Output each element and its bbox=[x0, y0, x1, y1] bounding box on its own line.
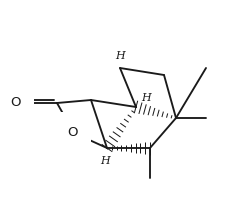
Text: H: H bbox=[115, 51, 124, 61]
Text: H: H bbox=[140, 93, 150, 103]
Text: H: H bbox=[100, 156, 109, 166]
Text: O: O bbox=[11, 96, 21, 110]
Text: O: O bbox=[67, 125, 78, 139]
